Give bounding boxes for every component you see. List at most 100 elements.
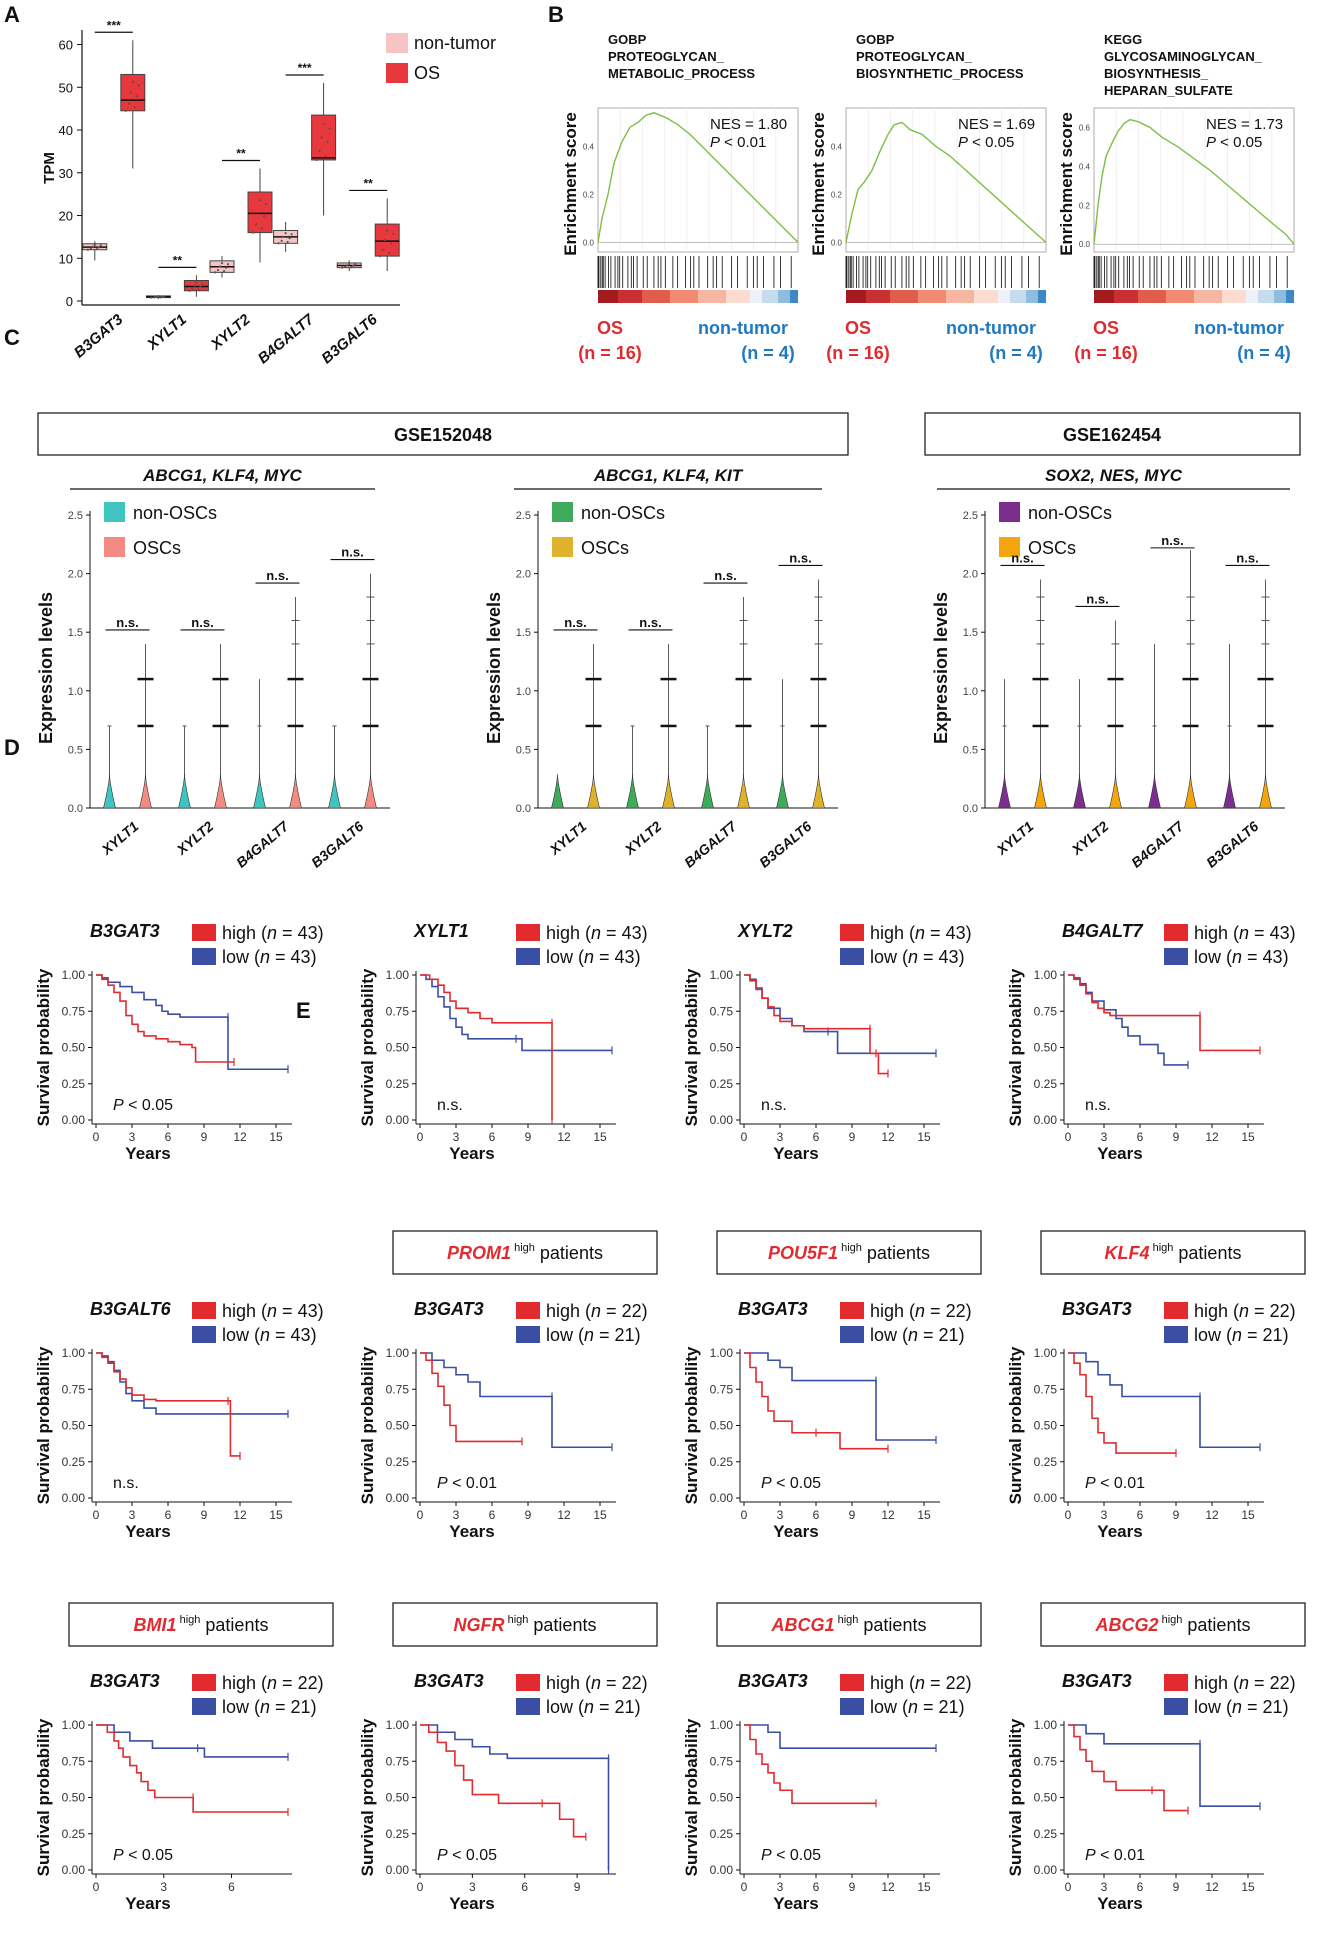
legend-swatch-high <box>840 1674 864 1691</box>
x-tick-label: 12 <box>881 1880 895 1894</box>
y-tick-label: 1.00 <box>710 1346 734 1360</box>
x-tick-label: 6 <box>521 1880 528 1894</box>
x-axis-label: Years <box>1097 1894 1142 1913</box>
x-tick-label: 3 <box>1101 1130 1108 1144</box>
y-tick-label: 0.25 <box>62 1827 86 1841</box>
km-plot: B4GALT7 high (n = 43) low (n = 43) 0.00 0.25… <box>1006 921 1296 1163</box>
km-p-value: P < 0.05 <box>761 1475 821 1492</box>
x-tick-label: 6 <box>489 1508 496 1522</box>
y-tick-label: 0.25 <box>1034 1455 1058 1469</box>
box-point <box>318 149 321 153</box>
gsea-title-line: GOBP <box>608 32 647 47</box>
box-point <box>226 263 230 266</box>
legend-label-high: high (n = 43) <box>546 923 648 943</box>
box-point <box>191 287 194 290</box>
box-point <box>264 203 268 206</box>
rank-bar-segment <box>698 290 726 303</box>
x-tick-label: 9 <box>849 1880 856 1894</box>
y-tick-label: 0.50 <box>1034 1791 1058 1805</box>
box-point <box>161 295 164 298</box>
legend-swatch-low <box>840 948 864 965</box>
os-n-label: (n = 16) <box>578 343 642 363</box>
x-tick-label: 3 <box>453 1508 460 1522</box>
survival-curve-low <box>96 974 288 1071</box>
y-tick-label: 0.50 <box>386 1041 410 1055</box>
y-tick-label: 0.25 <box>62 1455 86 1469</box>
sig-label: *** <box>107 18 121 32</box>
x-tick-label: 15 <box>269 1130 283 1144</box>
box-point <box>224 266 228 269</box>
p-value-label: P < 0.05 <box>1206 134 1262 151</box>
violin-non-OSCs <box>178 773 191 809</box>
x-tick-label: 9 <box>1173 1130 1180 1144</box>
x-tick-label: 6 <box>228 1880 235 1894</box>
legend-label-high: high (n = 22) <box>1194 1301 1296 1321</box>
y-tick-label: 10 <box>59 251 73 266</box>
x-tick-label: 6 <box>1137 1880 1144 1894</box>
violin-non-OSCs <box>998 773 1011 809</box>
km-p-value: P < 0.05 <box>113 1847 173 1864</box>
legend-swatch-low <box>192 948 216 965</box>
km-plot: ABCG2 high patients B3GAT3 high (n = 22) lo… <box>1006 1602 1306 1913</box>
y-tick-label: 0.0 <box>963 803 978 815</box>
x-tick-label: 12 <box>233 1130 247 1144</box>
x-tick-label: 9 <box>525 1508 532 1522</box>
y-axis-label: Expression levels <box>36 592 56 744</box>
legend-swatch <box>999 537 1020 557</box>
violin-non-OSCs <box>1148 773 1161 809</box>
panel-letter-c: C <box>4 325 20 350</box>
os-n-label: (n = 16) <box>1074 343 1138 363</box>
legend-swatch-low <box>840 1326 864 1343</box>
gsea-title-line: BIOSYNTHESIS_ <box>1104 66 1209 81</box>
violin-non-OSCs <box>1223 773 1236 809</box>
box-point <box>93 243 96 247</box>
y-tick-label: 20 <box>59 209 73 224</box>
violin-non-OSCs <box>551 773 564 809</box>
km-gene-title: B3GAT3 <box>414 1299 484 1319</box>
box-OS <box>311 114 337 161</box>
km-p-value: P < 0.05 <box>113 1097 173 1114</box>
box-point <box>150 296 153 299</box>
rank-bar-segment <box>866 290 890 303</box>
x-tick-label: 9 <box>201 1508 208 1522</box>
x-tick-label: XYLT1 <box>98 818 142 858</box>
km-gene-title: XYLT2 <box>737 921 793 941</box>
survival-curve-high <box>744 1724 876 1805</box>
y-tick-label: 1.5 <box>963 627 978 639</box>
survival-curve-low <box>96 1724 288 1758</box>
legend-swatch <box>552 537 573 557</box>
legend-label-low: low (n = 21) <box>1194 1325 1289 1345</box>
subplot-title: ABCG1, KLF4, KIT <box>593 466 744 485</box>
legend-swatch-low <box>516 948 540 965</box>
sig-label: ** <box>364 176 374 190</box>
sig-label: n.s. <box>564 615 586 630</box>
box-point <box>288 237 291 240</box>
gsea-title-line: HEPARAN_SULFATE <box>1104 83 1233 98</box>
box-OS <box>120 73 146 112</box>
y-tick-label: 1.5 <box>68 627 83 639</box>
x-tick-label: B4GALT7 <box>681 817 740 870</box>
y-tick-label: 0.0 <box>516 803 531 815</box>
legend-label-high: high (n = 22) <box>546 1301 648 1321</box>
x-tick-label: 15 <box>917 1880 931 1894</box>
y-tick-label: 30 <box>59 166 73 181</box>
rank-bar-segment <box>778 290 790 303</box>
legend-label-low: low (n = 21) <box>222 1697 317 1717</box>
violin-non-OSCs <box>1073 773 1086 809</box>
box-point <box>127 102 130 105</box>
legend-label-high: high (n = 43) <box>870 923 972 943</box>
dataset-title: GSE162454 <box>1063 425 1161 445</box>
violin-plot: SOX2, NES, MYC 0.0 0.5 1.0 1.5 2.0 2.5 Expressi… <box>931 466 1290 871</box>
box-point <box>260 227 264 230</box>
legend-label-low: low (n = 43) <box>1194 947 1289 967</box>
y-tick-label: 1.0 <box>516 686 531 698</box>
box-point <box>218 265 222 268</box>
survival-curve-high <box>96 1352 240 1457</box>
legend-swatch-high <box>192 924 216 941</box>
y-tick-label: 50 <box>59 80 73 95</box>
violin-OSCs <box>587 773 600 809</box>
rank-bar-segment <box>750 290 762 303</box>
subplot-title: ABCG1, KLF4, MYC <box>142 466 302 485</box>
os-label: OS <box>597 318 623 338</box>
legend-label-high: high (n = 22) <box>546 1673 648 1693</box>
